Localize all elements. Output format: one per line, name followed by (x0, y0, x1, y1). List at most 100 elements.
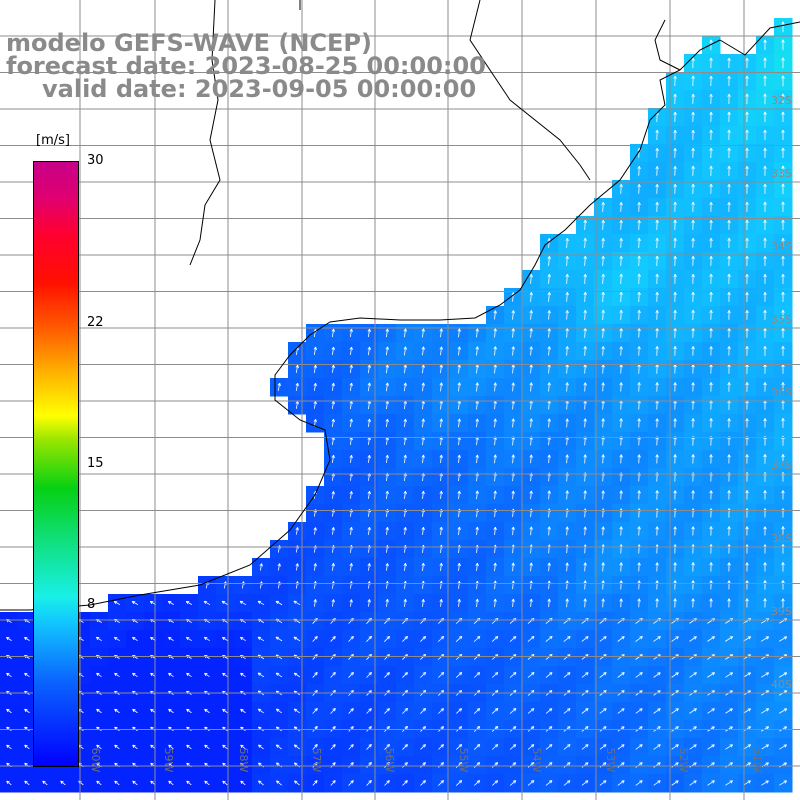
wind-arrow (420, 636, 427, 642)
wind-arrow (727, 129, 731, 141)
wind-arrow (384, 744, 390, 750)
wind-arrow (313, 364, 317, 373)
wind-arrow (312, 762, 318, 768)
wind-arrow (204, 672, 210, 678)
wind-arrow (727, 202, 731, 212)
wind-arrow (403, 382, 407, 392)
wind-arrow (563, 780, 571, 786)
wind-arrow (763, 292, 767, 302)
wind-arrow (331, 346, 335, 356)
wind-arrow (599, 744, 607, 750)
wind-arrow (671, 672, 679, 678)
wind-arrow (493, 490, 497, 500)
wind-arrow (763, 111, 767, 123)
wind-arrow (367, 490, 371, 499)
wind-arrow (511, 382, 515, 392)
wind-arrow (185, 600, 192, 605)
wind-arrow (655, 580, 659, 590)
wind-arrow (655, 237, 659, 249)
wind-arrow (725, 780, 733, 786)
wind-arrow (673, 148, 677, 158)
wind-arrow (439, 454, 443, 464)
wind-arrow (743, 744, 752, 750)
wind-arrow (186, 780, 192, 786)
wind-arrow (511, 598, 515, 608)
lon-label: 57W (310, 748, 323, 773)
lat-label: 34S (771, 240, 792, 253)
wind-arrow (330, 762, 336, 768)
wind-arrow (547, 255, 551, 266)
wind-arrow (745, 57, 749, 69)
wind-arrow (709, 562, 713, 572)
border-line (654, 19, 681, 71)
wind-arrow (293, 600, 301, 606)
wind-arrow (257, 708, 264, 714)
wind-arrow (637, 346, 641, 356)
wind-arrow (581, 708, 589, 714)
wind-arrow (781, 490, 785, 500)
wind-arrow (763, 598, 767, 608)
model-title: modelo GEFS-WAVE (NCEP) (6, 29, 372, 57)
wind-arrow (673, 237, 677, 248)
wind-arrow (673, 292, 677, 302)
wind-arrow (511, 454, 515, 464)
wind-arrow (349, 328, 353, 338)
wind-arrow (745, 490, 749, 500)
wind-arrow (727, 237, 731, 248)
wind-arrow (493, 328, 497, 338)
wind-arrow (691, 219, 695, 230)
wind-arrow (275, 708, 282, 714)
wind-arrow (491, 636, 499, 642)
wind-arrow (583, 598, 587, 608)
wind-arrow (565, 328, 569, 338)
wind-arrow (475, 562, 479, 571)
lon-label: 51W (751, 748, 764, 773)
wind-arrow (313, 527, 317, 535)
wind-arrow (384, 780, 390, 786)
wind-arrow (295, 382, 299, 391)
wind-arrow (673, 129, 677, 140)
wind-arrow (619, 202, 623, 212)
wind-arrow (691, 201, 695, 212)
lon-label: 60W (89, 748, 102, 773)
wind-arrow (709, 183, 713, 194)
wind-arrow (709, 201, 713, 212)
wind-arrow (745, 418, 749, 428)
wind-arrow (565, 273, 569, 284)
wind-arrow (529, 562, 533, 572)
lon-label: 59W (162, 748, 175, 773)
wind-arrow (781, 201, 785, 213)
wind-arrow (457, 562, 461, 571)
wind-arrow (473, 744, 481, 750)
wind-arrow (601, 598, 605, 608)
lon-label: 53W (604, 748, 617, 773)
wind-arrow (168, 780, 174, 786)
wind-arrow (547, 310, 551, 320)
wind-arrow (709, 75, 713, 86)
wind-arrow (655, 184, 659, 194)
wind-arrow (763, 39, 767, 51)
wind-arrow (709, 273, 713, 284)
wind-arrow (385, 346, 389, 356)
wind-arrow (547, 562, 551, 572)
wind-arrow (384, 708, 390, 714)
wind-arrow (457, 418, 461, 428)
wind-arrow (743, 672, 751, 678)
wind-arrow (781, 346, 785, 356)
wind-arrow (637, 310, 641, 320)
wind-arrow (655, 255, 659, 266)
wind-arrow (565, 562, 569, 572)
wind-arrow (763, 382, 767, 392)
wind-arrow (691, 183, 695, 194)
wind-arrow (438, 744, 444, 750)
wind-arrow (655, 598, 659, 608)
wind-arrow (186, 672, 192, 678)
wind-arrow (781, 291, 785, 302)
wind-arrow (745, 346, 749, 356)
wind-arrow (709, 147, 713, 158)
wind-arrow (745, 273, 749, 284)
wind-arrow (60, 780, 66, 786)
wind-arrow (511, 418, 515, 428)
wind-arrow (385, 527, 389, 535)
wind-arrow (547, 598, 551, 608)
